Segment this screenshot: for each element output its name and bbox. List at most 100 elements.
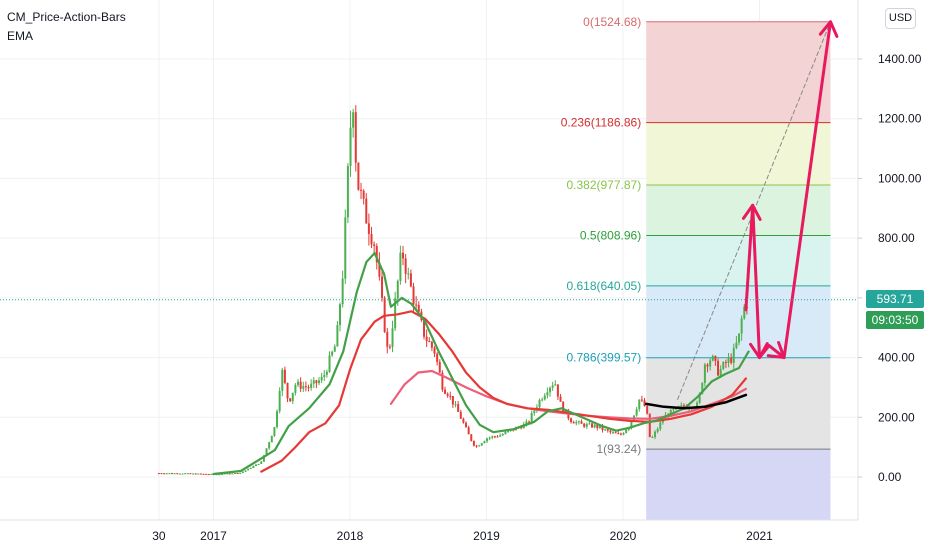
candle-body — [181, 473, 184, 475]
currency-button[interactable]: USD — [885, 8, 916, 29]
candle-body — [165, 473, 168, 475]
indicator-legend-price-action-bars[interactable]: CM_Price-Action-Bars — [7, 10, 126, 24]
trend-curve — [644, 393, 748, 410]
candle-body — [740, 318, 743, 334]
candle-body — [719, 368, 722, 376]
candle-body — [575, 422, 578, 424]
candle-body — [706, 364, 709, 367]
candle-body — [394, 298, 397, 329]
candle-body — [459, 411, 462, 419]
candle-body — [409, 273, 412, 287]
candle-body — [176, 473, 179, 475]
candle-body — [451, 395, 454, 405]
candle-body — [735, 342, 738, 348]
candle-body — [362, 190, 365, 199]
candle-body — [478, 445, 481, 447]
candle-body — [260, 461, 263, 464]
candle-body — [499, 435, 502, 437]
last-price-tag: 593.71 — [866, 290, 924, 308]
candle-body — [173, 473, 176, 475]
candle-body — [622, 433, 625, 435]
fib-level-label-0.786: 0.786(399.57) — [566, 351, 641, 365]
candle-body — [659, 422, 662, 429]
candle-body — [341, 278, 344, 305]
fib-zone-0 — [646, 21, 831, 123]
candle-body — [480, 443, 483, 446]
candle-body — [491, 436, 494, 438]
time-axis-label: 30 — [152, 529, 166, 543]
candle-body — [388, 346, 391, 348]
candle-body — [722, 362, 725, 369]
candle-body — [346, 166, 349, 218]
bar-countdown-tag: 09:03:50 — [866, 311, 924, 329]
candle-body — [619, 433, 622, 435]
candle-body — [396, 280, 399, 299]
candle-body — [228, 473, 231, 475]
indicator-legend-ema[interactable]: EMA — [7, 29, 34, 43]
candle-body — [283, 369, 286, 383]
time-axis-label: 2020 — [610, 529, 637, 543]
candle-body — [294, 384, 297, 393]
candle-body — [612, 432, 615, 434]
fib-zone-0.382 — [646, 185, 831, 236]
candle-body — [210, 473, 213, 475]
candle-body — [349, 127, 352, 167]
candle-body — [199, 473, 202, 475]
arrow-head-up-1 — [741, 203, 762, 221]
price-axis-label: 800.00 — [878, 231, 915, 245]
candle-body — [402, 252, 405, 259]
fib-level-label-0: 0(1524.68) — [583, 15, 641, 29]
candle-body — [570, 418, 573, 423]
ema-line-green — [212, 252, 750, 476]
candle-body — [386, 331, 389, 347]
candle-body — [577, 421, 580, 423]
candle-body — [239, 472, 242, 474]
candle-body — [205, 473, 208, 475]
candle-body — [438, 361, 441, 373]
candle-body — [530, 412, 533, 422]
candle-body — [588, 423, 591, 425]
fib-level-label-0.618: 0.618(640.05) — [566, 279, 641, 293]
candle-body — [381, 276, 384, 298]
candle-body — [625, 429, 628, 434]
candle-body — [483, 441, 486, 444]
candle-body — [310, 383, 313, 388]
candle-body — [475, 445, 478, 447]
candle-body — [501, 434, 504, 436]
candle-body — [730, 358, 733, 363]
candle-body — [433, 347, 436, 354]
time-axis-bg — [0, 520, 932, 550]
candle-body — [703, 364, 706, 383]
candle-body — [336, 325, 339, 347]
candle-body — [417, 304, 420, 312]
candle-body — [493, 436, 496, 438]
candle-body — [291, 392, 294, 402]
candle-body — [727, 358, 730, 363]
candle-body — [265, 448, 268, 456]
candle-body — [262, 455, 265, 462]
candle-body — [701, 382, 704, 394]
candle-body — [549, 387, 552, 393]
candle-body — [373, 244, 376, 247]
candle-body — [680, 405, 683, 407]
candle-body — [656, 428, 659, 432]
candle-body — [546, 392, 549, 396]
candle-body — [525, 421, 528, 424]
candle-body — [583, 423, 586, 427]
candle-body — [462, 418, 465, 423]
candle-body — [638, 399, 641, 410]
candle-body — [231, 473, 234, 475]
candle-body — [562, 401, 565, 414]
price-axis-label: 400.00 — [878, 351, 915, 365]
time-axis-label: 2019 — [473, 529, 500, 543]
candle-body — [234, 472, 237, 474]
candle-body — [252, 466, 255, 468]
candle-body — [168, 473, 171, 475]
candle-body — [551, 385, 554, 388]
candle-body — [528, 421, 531, 423]
candle-body — [184, 473, 187, 475]
candle-body — [344, 217, 347, 279]
candle-body — [404, 258, 407, 274]
candle-body — [580, 421, 583, 424]
